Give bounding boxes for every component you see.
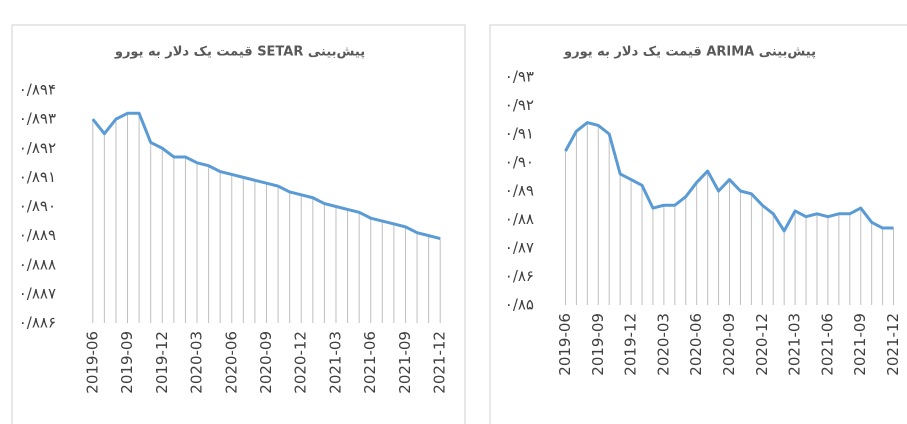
x-tick-label: 2020-03: [654, 313, 672, 376]
x-tick-label: 2020-12: [292, 331, 310, 394]
y-tick-label: ۰/۹۰: [505, 153, 534, 171]
y-tick-label: ۰/۸۹۴: [19, 81, 56, 99]
x-tick-label: 2021-09: [396, 331, 414, 394]
y-tick-label: ۰/۸۸۸: [19, 255, 56, 273]
y-tick-label: ۰/۸۶: [505, 267, 534, 285]
chart-title: پیش‌بینی ARIMA قیمت یک دلار به یورو: [563, 45, 816, 60]
x-tick-label: 2021-12: [884, 313, 902, 376]
charts: ۰/۸۹۴ ۰/۸۹۳ ۰/۸۹۲ ۰/۸۹۱ ۰/۸۹۰ ۰/۸۸۹ ۰/۸۸۸ ۰/۸۸۷…: [0, 0, 907, 424]
x-tick-label: 2020-03: [188, 331, 206, 394]
y-tick-label: ۰/۸۹۰: [19, 197, 56, 215]
y-tick-label: ۰/۸۷: [505, 239, 534, 257]
y-tick-label: ۰/۹۱: [505, 125, 534, 143]
y-tick-label: ۰/۸۸۶: [19, 314, 56, 332]
chart-title: پیش‌بینی SETAR قیمت یک دلار به یورو: [114, 45, 365, 60]
x-tick-label: 2021-06: [361, 331, 379, 394]
x-tick-label: 2020-09: [720, 313, 738, 376]
x-tick-label: 2020-06: [687, 313, 705, 376]
x-tick-label: 2021-03: [326, 331, 344, 394]
y-tick-label: ۰/۸۸۷: [19, 284, 56, 302]
x-tick-label: 2021-06: [818, 313, 836, 376]
x-tick-label: 2020-06: [222, 331, 240, 394]
y-tick-label: ۰/۹۲: [505, 96, 534, 114]
y-tick-label: ۰/۸۸۹: [19, 226, 56, 244]
page: {"chart_data": [ {"type": "line", "title…: [0, 0, 907, 424]
y-tick-label: ۰/۸۵: [505, 296, 534, 314]
y-tick-label: ۰/۹۳: [505, 68, 534, 86]
x-tick-label: 2019-09: [589, 313, 607, 376]
x-tick-label: 2020-09: [257, 331, 275, 394]
x-tick-label: 2021-09: [851, 313, 869, 376]
x-tick-label: 2019-09: [118, 331, 136, 394]
y-tick-label: ۰/۸۸: [505, 210, 534, 228]
y-tick-label: ۰/۸۹: [505, 182, 534, 200]
x-tick-label: 2021-12: [431, 331, 449, 394]
x-tick-label: 2019-06: [556, 313, 574, 376]
y-tick-label: ۰/۸۹۳: [19, 110, 56, 128]
y-tick-label: ۰/۸۹۱: [19, 168, 56, 186]
x-tick-label: 2019-12: [622, 313, 640, 376]
x-tick-label: 2019-12: [153, 331, 171, 394]
x-tick-label: 2019-06: [83, 331, 101, 394]
x-tick-label: 2020-12: [753, 313, 771, 376]
x-tick-label: 2021-03: [786, 313, 804, 376]
y-tick-label: ۰/۸۹۲: [19, 139, 56, 157]
